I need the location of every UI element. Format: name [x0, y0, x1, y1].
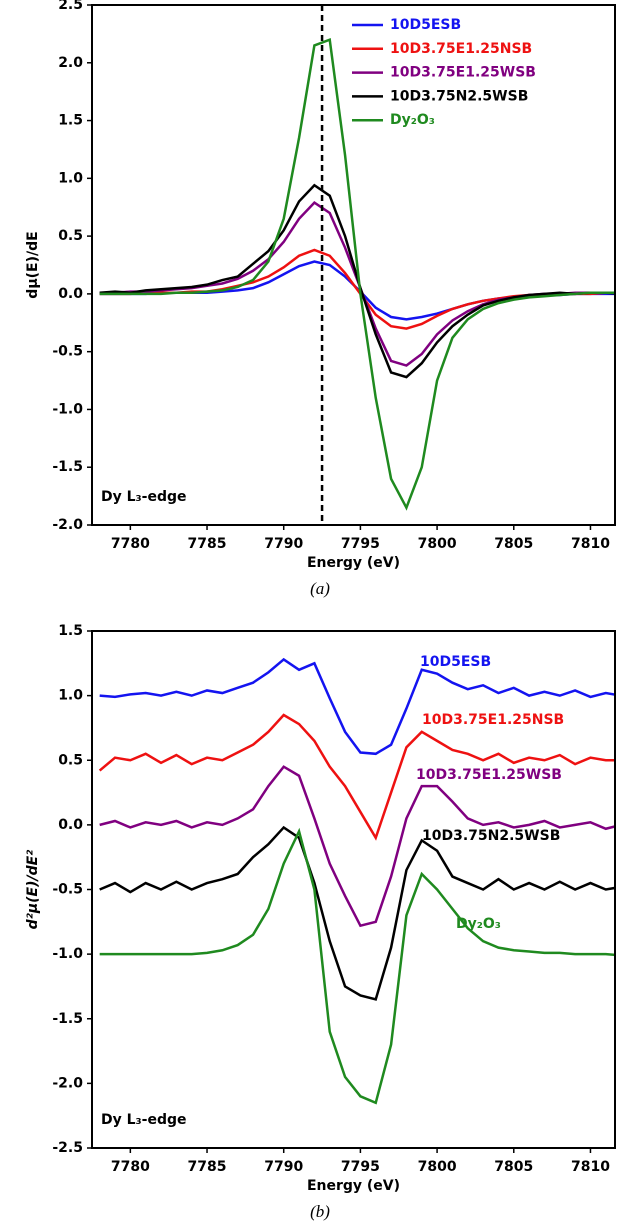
y-tick-label: 1.0: [58, 688, 83, 704]
y-tick-label: 2.5: [58, 0, 83, 13]
y-tick-label: -0.5: [52, 344, 83, 360]
y-axis-label: d²μ(E)/dE²: [25, 849, 41, 930]
x-tick-label: 7785: [188, 536, 227, 552]
legend-label: Dy₂O₃: [390, 112, 435, 128]
y-tick-label: -1.5: [52, 1011, 83, 1027]
series-label: 10D3.75E1.25NSB: [422, 712, 564, 728]
y-tick-label: -0.5: [52, 882, 83, 898]
series-label: 10D3.75N2.5WSB: [422, 828, 560, 844]
y-tick-label: -1.0: [52, 946, 83, 962]
y-tick-label: 0.5: [58, 752, 83, 768]
x-axis-label: Energy (eV): [307, 1178, 400, 1194]
y-tick-label: -2.0: [52, 517, 83, 533]
series-line: [98, 713, 615, 841]
y-tick-label: -2.0: [52, 1075, 83, 1091]
series-line: [99, 183, 615, 379]
legend-label: 10D3.75N2.5WSB: [390, 88, 528, 104]
x-tick-label: 7790: [264, 536, 303, 552]
y-tick-label: -1.5: [52, 459, 83, 475]
subfigure-caption: (b): [310, 1202, 330, 1221]
plot-frame: [91, 4, 616, 526]
series-label: 10D3.75E1.25WSB: [416, 767, 562, 783]
y-axis-label: dμ(E)/dE: [25, 231, 41, 298]
x-tick-label: 7780: [111, 536, 150, 552]
x-tick-label: 7810: [571, 1159, 610, 1175]
y-tick-label: 0.0: [58, 286, 83, 302]
x-tick-label: 7785: [188, 1159, 227, 1175]
y-tick-label: -1.0: [52, 401, 83, 417]
x-tick-label: 7790: [264, 1159, 303, 1175]
y-tick-label: 1.5: [58, 113, 83, 129]
legend-label: 10D5ESB: [390, 17, 461, 33]
y-tick-label: 1.0: [58, 170, 83, 186]
annotation: Dy L₃-edge: [101, 489, 187, 505]
subfigure-caption: (a): [310, 579, 330, 598]
y-tick-label: 2.0: [58, 55, 83, 71]
legend-label: 10D3.75E1.25NSB: [390, 41, 532, 57]
x-axis-label: Energy (eV): [307, 555, 400, 571]
series-line: [99, 37, 615, 511]
x-tick-label: 7795: [341, 536, 380, 552]
x-tick-label: 7805: [494, 536, 533, 552]
x-tick-label: 7810: [571, 536, 610, 552]
legend-label: 10D3.75E1.25WSB: [390, 65, 536, 81]
x-tick-label: 7800: [418, 536, 457, 552]
x-tick-label: 7805: [494, 1159, 533, 1175]
x-tick-label: 7795: [341, 1159, 380, 1175]
y-tick-label: 0.0: [58, 817, 83, 833]
y-tick-label: 0.5: [58, 228, 83, 244]
series-line: [99, 765, 615, 928]
series-label: Dy₂O₃: [456, 916, 501, 932]
series-line: [99, 825, 615, 1001]
x-tick-label: 7800: [418, 1159, 457, 1175]
plot-frame: [91, 630, 616, 1149]
x-tick-label: 7780: [111, 1159, 150, 1175]
series-label: 10D5ESB: [420, 654, 491, 670]
y-tick-label: -2.5: [52, 1140, 83, 1156]
series-line: [99, 657, 615, 756]
series-line: [99, 827, 615, 1105]
annotation: Dy L₃-edge: [101, 1112, 187, 1128]
y-tick-label: 1.5: [58, 623, 83, 639]
